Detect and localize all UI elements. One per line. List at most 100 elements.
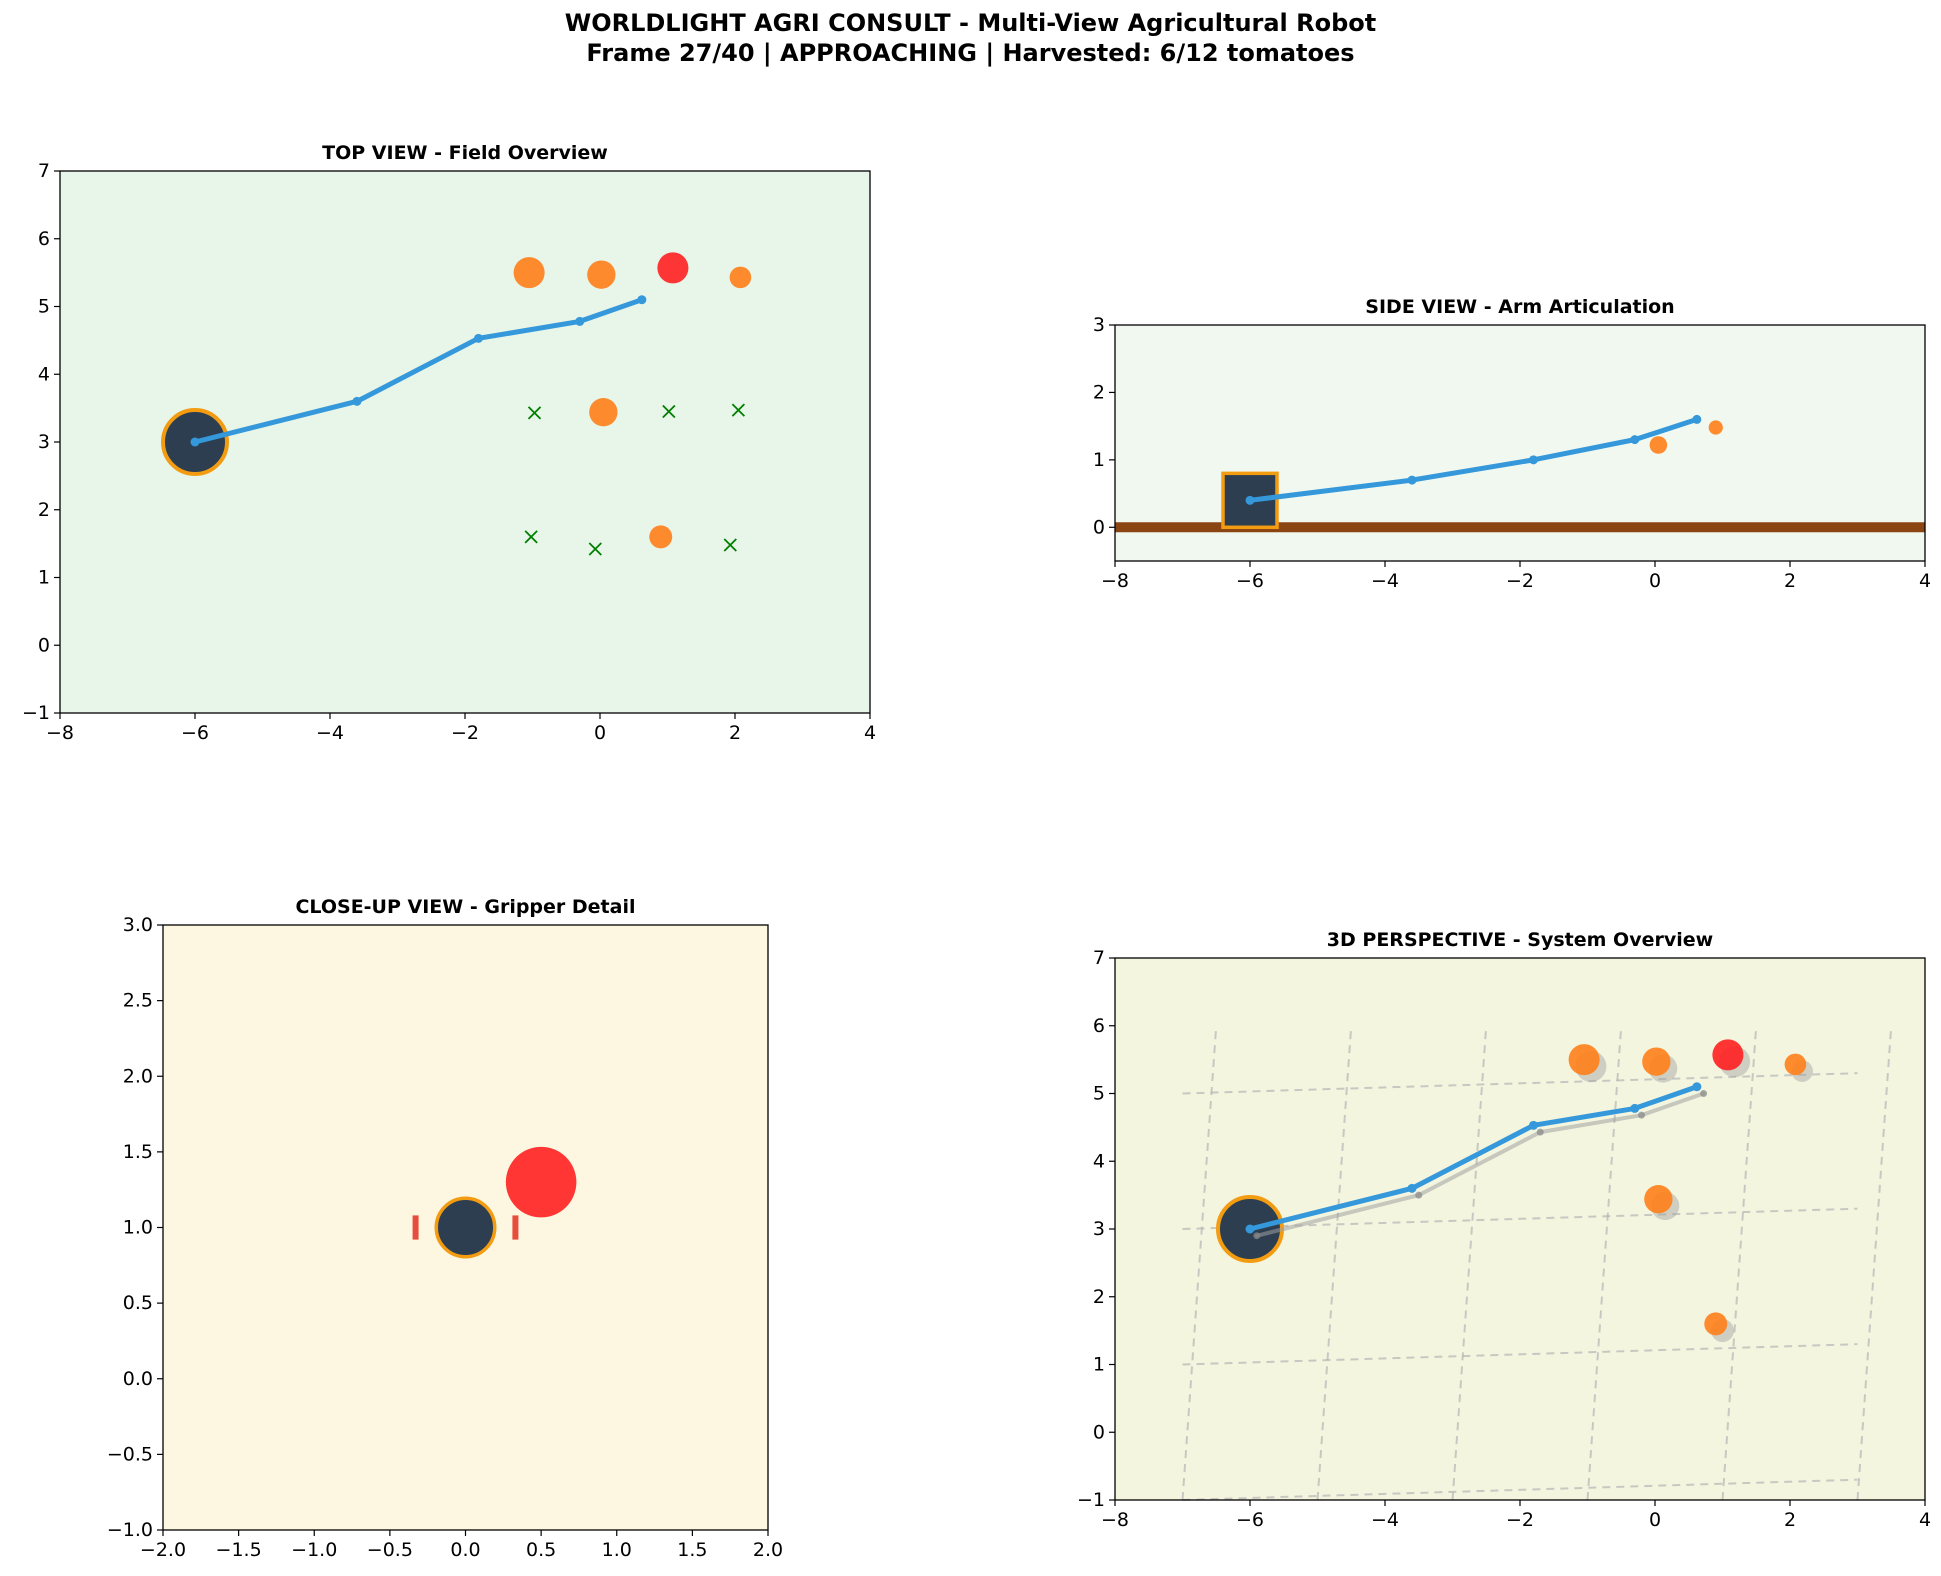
arm-joint — [575, 316, 585, 326]
close-axes: −2.0 −1.5 −1.0 −0.5 0.0 0.5 1.0 1.5 2.0 −1.0 −0.5 0… — [107, 896, 783, 1561]
persp-x-tick-label: −8 — [1101, 1509, 1129, 1531]
tomato — [1568, 1044, 1600, 1076]
persp-y-tick-label: 3 — [1093, 1218, 1105, 1240]
target-tomato — [1712, 1039, 1744, 1071]
ground-grid-line — [1181, 1025, 1218, 1501]
tomato — [1708, 420, 1723, 435]
close-x-tick-label: −2.0 — [140, 1539, 186, 1561]
persp-y-tick-label: 5 — [1093, 1083, 1105, 1105]
top-y-tick-label: 2 — [38, 499, 50, 521]
side-x-tick-label: −4 — [1371, 570, 1399, 592]
close-y-tick-label: 1.0 — [123, 1217, 153, 1239]
close-x-tick-label: −1.5 — [216, 1539, 262, 1561]
ground-grid-line — [1316, 1025, 1353, 1501]
arm-joint — [1630, 435, 1640, 445]
close-x-tick-label: 2.0 — [753, 1539, 783, 1561]
side-x-tick-label: 2 — [1784, 570, 1796, 592]
arm-joint — [1245, 495, 1255, 505]
side-y-tick-label: 2 — [1093, 381, 1105, 403]
top-y-tick-label: 0 — [38, 634, 50, 656]
ground-grid-line — [1586, 1025, 1623, 1501]
top-x-tick-label: 0 — [594, 722, 606, 744]
tomato — [589, 398, 618, 427]
ground-grid-line — [1182, 1072, 1858, 1095]
persp-y-tick-label: 6 — [1093, 1015, 1105, 1037]
top-y-tick-label: 4 — [38, 363, 50, 385]
side-x-tick-label: −6 — [1236, 570, 1264, 592]
persp-x-tick-label: −2 — [1506, 1509, 1534, 1531]
harvested-marker — [524, 530, 538, 544]
side-y-tick-label: 1 — [1093, 449, 1105, 471]
top-y-tick-label: 5 — [38, 296, 50, 318]
close-x-tick-label: 0.5 — [526, 1539, 556, 1561]
figure-title-line-2: Frame 27/40 | APPROACHING | Harvested: 6… — [586, 39, 1355, 67]
tomato — [1704, 1312, 1728, 1336]
persp-y-tick-label: 4 — [1093, 1150, 1105, 1172]
harvested-marker — [731, 403, 746, 417]
arm-joint — [1407, 475, 1417, 485]
close-y-tick-label: 0.0 — [123, 1368, 153, 1390]
close-y-tick-label: 1.5 — [123, 1141, 153, 1163]
close-y-tick-label: 2.0 — [123, 1065, 153, 1087]
top-axes-title: TOP VIEW - Field Overview — [322, 142, 608, 164]
tomato — [649, 525, 673, 549]
top-x-tick-label: −6 — [181, 722, 209, 744]
persp-x-tick-label: 4 — [1919, 1509, 1931, 1531]
close-y-tick-label: 3.0 — [123, 914, 153, 936]
ground-grid-line — [1721, 1025, 1758, 1501]
arm-joint — [1692, 414, 1702, 424]
close-y-tick-label: 2.5 — [123, 990, 153, 1012]
figure-title: WORLDLIGHT AGRI CONSULT - Multi-View Agr… — [0, 8, 1941, 68]
top-y-tick-label: 1 — [38, 567, 50, 589]
close-x-tick-label: 1.5 — [677, 1539, 707, 1561]
arm-joint — [637, 295, 647, 305]
arm-joint — [1529, 1120, 1538, 1130]
arm-joint — [1407, 1183, 1417, 1193]
close-x-tick-label: −1.0 — [291, 1539, 337, 1561]
top-x-tick-label: 2 — [729, 722, 741, 744]
persp-x-tick-label: −6 — [1236, 1509, 1264, 1531]
close-y-tick-label: 0.5 — [123, 1292, 153, 1314]
close-axes-title: CLOSE-UP VIEW - Gripper Detail — [295, 896, 635, 918]
figure-title-line-1: WORLDLIGHT AGRI CONSULT - Multi-View Agr… — [564, 9, 1377, 37]
persp-y-tick-label: 0 — [1093, 1421, 1105, 1443]
side-x-tick-label: 0 — [1649, 570, 1661, 592]
arm-joint — [474, 333, 483, 343]
side-axes: −8 −6 −4 −2 0 2 4 0 1 2 3 SIDE VIEW - Arm Articulat… — [1093, 296, 1931, 592]
side-x-tick-label: −2 — [1506, 570, 1534, 592]
persp-axes: −8 −6 −4 −2 0 2 4 −1 0 1 2 3 4 5 6 7 3D PERSPECTIVE - Sy… — [1077, 929, 1931, 1531]
arm-joint — [352, 396, 362, 406]
top-y-tick-label: 7 — [38, 160, 50, 182]
persp-y-tick-label: −1 — [1077, 1489, 1105, 1511]
top-x-tick-label: 4 — [864, 722, 876, 744]
ground-grid-line — [1856, 1025, 1893, 1501]
gripper-body — [434, 1196, 497, 1259]
arm-shadow-joint — [1638, 1111, 1645, 1119]
top-y-tick-label: −1 — [22, 702, 50, 724]
tomato — [1784, 1053, 1807, 1076]
side-plot-content — [1115, 414, 1925, 533]
top-plot-content — [161, 252, 752, 556]
ground-grid-line — [1182, 1343, 1858, 1366]
persp-x-tick-label: 2 — [1784, 1509, 1796, 1531]
arm-joint — [1529, 455, 1538, 465]
harvested-marker — [723, 538, 737, 552]
side-x-tick-label: 4 — [1919, 570, 1931, 592]
tomato — [587, 260, 616, 289]
arm-joint — [190, 437, 200, 447]
persp-x-tick-label: −4 — [1371, 1509, 1399, 1531]
persp-axes-title: 3D PERSPECTIVE - System Overview — [1327, 929, 1713, 951]
tomato — [729, 266, 752, 289]
tomato — [1649, 436, 1668, 454]
ground-grid-line — [1182, 1478, 1858, 1501]
arm-joint — [1245, 1224, 1255, 1234]
arm-joint — [1692, 1082, 1702, 1092]
tomato — [513, 257, 545, 289]
target-tomato — [505, 1146, 577, 1218]
arm-joint — [1630, 1103, 1640, 1113]
top-x-tick-label: −8 — [46, 722, 74, 744]
close-x-tick-label: 1.0 — [602, 1539, 632, 1561]
arm-shadow-joint — [1415, 1191, 1423, 1199]
close-y-tick-label: −1.0 — [107, 1519, 153, 1541]
